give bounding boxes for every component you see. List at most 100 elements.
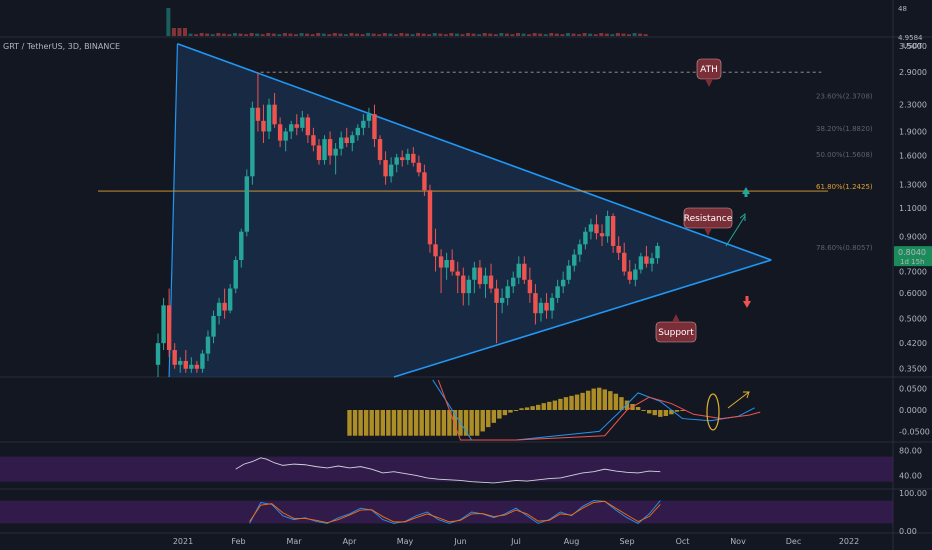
volume-bar [199, 33, 204, 36]
macd-histogram-bar [597, 387, 602, 410]
candle-body [255, 107, 261, 121]
volume-bar [627, 34, 631, 36]
candle-body [588, 224, 594, 232]
price-axis-tick: 2.3000 [899, 101, 927, 110]
volume-axis-tick: 48 [898, 5, 907, 13]
volume-bar [382, 33, 387, 36]
candle-body [205, 336, 211, 354]
macd-histogram-bar [386, 410, 391, 436]
time-axis-tick: Mar [286, 537, 302, 546]
candle-body [649, 258, 655, 264]
candle-body [261, 120, 266, 132]
macd-arrow-line [727, 391, 750, 409]
candle-body [610, 216, 616, 246]
volume-bar [604, 33, 609, 36]
macd-histogram-bar [469, 410, 474, 436]
volume-bar [560, 34, 565, 36]
ath-callout-label: ATH [700, 65, 718, 75]
macd-histogram-bar [524, 407, 530, 410]
resistance-callout-label: Resistance [684, 214, 733, 224]
candle-body [605, 216, 610, 237]
candle-body [344, 137, 349, 144]
volume-bar [393, 34, 398, 36]
candle-body [161, 305, 166, 344]
candle-body [527, 279, 533, 294]
macd-histogram-bar [391, 410, 397, 436]
macd-signal-line [437, 379, 761, 441]
resistance-callout-pointer [704, 228, 712, 236]
candle-body [538, 302, 544, 314]
candle-body [622, 252, 627, 272]
macd-axis-tick: -0.0500 [899, 427, 930, 436]
volume-bar [610, 34, 615, 36]
volume-bar [615, 33, 620, 36]
candle-body [322, 139, 327, 161]
candle-body [599, 233, 605, 237]
volume-bar [643, 34, 648, 36]
candle-body [499, 297, 505, 303]
candle-body [416, 162, 422, 173]
candle-body [183, 360, 188, 369]
candle-body [316, 145, 322, 161]
triangle-lower-line [393, 259, 772, 378]
candle-body [477, 267, 483, 285]
triangle-upper-line [177, 43, 772, 261]
macd-histogram-bar [652, 410, 657, 416]
macd-histogram-bar [452, 410, 458, 436]
current-price-value: 0.8040 [898, 248, 926, 257]
candle-body [233, 259, 238, 289]
volume-bar [188, 33, 193, 36]
candle-body [594, 224, 599, 234]
candle-body [216, 302, 222, 316]
macd-arrow-head [743, 391, 750, 399]
down-arrow-stem [745, 296, 749, 301]
symbol-label[interactable]: GRT / TetherUS, 3D, BINANCE [3, 42, 120, 51]
macd-histogram-bar [369, 410, 374, 436]
volume-bar [355, 33, 360, 36]
volume-bar [510, 34, 515, 36]
macd-histogram-bar [641, 410, 646, 411]
fib-level-label: 50.00%(1.5608) [816, 151, 873, 159]
macd-histogram-bar [430, 410, 435, 436]
volume-bar [294, 34, 298, 36]
macd-histogram-bar [541, 403, 546, 410]
macd-histogram-bar [519, 408, 524, 410]
volume-axis-tick: 4.9584 [898, 34, 923, 42]
macd-histogram-bar [380, 410, 385, 436]
stoch-band [0, 500, 893, 524]
candle-body [388, 164, 394, 177]
time-axis-tick: Dec [786, 537, 801, 546]
macd-histogram-bar [663, 410, 669, 416]
volume-bar [521, 33, 526, 36]
candle-body [227, 288, 233, 311]
candle-body [411, 153, 416, 163]
candle-body [583, 231, 588, 245]
macd-histogram-bar [680, 410, 685, 411]
macd-histogram-bar [363, 410, 369, 436]
candle-body [394, 157, 399, 165]
volume-bar [504, 33, 509, 36]
macd-histogram-bar [569, 395, 574, 410]
macd-histogram-bar [486, 410, 491, 428]
volume-bar [538, 33, 543, 36]
candle-body [505, 286, 510, 298]
candle-body [289, 124, 294, 132]
volume-bar [532, 33, 537, 36]
candle-body [283, 131, 288, 141]
candle-body [572, 254, 577, 266]
current-price-badge [894, 246, 932, 267]
macd-histogram-bar [436, 410, 441, 436]
macd-histogram-bar [613, 393, 619, 410]
macd-histogram-bar [502, 410, 508, 416]
rsi-axis-tick: 80.00 [899, 446, 922, 455]
current-price-countdown: 1d 15h [900, 258, 924, 266]
trend-up-line [725, 215, 746, 247]
down-arrow-icon [743, 301, 751, 308]
volume-bar [432, 33, 437, 36]
volume-bar [405, 33, 409, 36]
macd-histogram-bar [647, 410, 652, 414]
volume-bar [244, 34, 249, 36]
volume-bar [632, 33, 637, 36]
candle-body [338, 137, 344, 149]
